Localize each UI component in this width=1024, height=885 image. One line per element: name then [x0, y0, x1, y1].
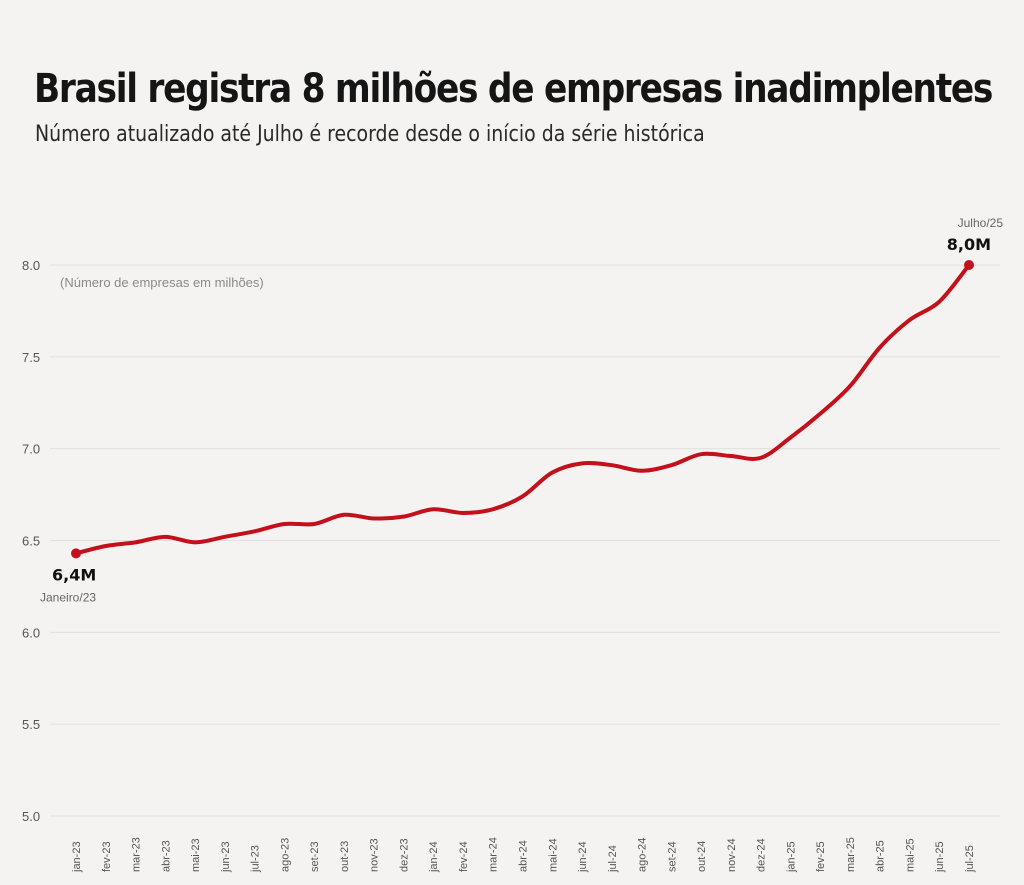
x-tick-label: jun-25: [934, 841, 946, 873]
x-tick-label: mar-24: [488, 837, 500, 872]
annotation-value: 8,0M: [947, 235, 991, 254]
x-tick-label: mai-25: [904, 838, 916, 872]
series-layer: [74, 263, 971, 556]
x-tick-label: out-23: [339, 841, 351, 872]
x-tick-label: abr-25: [875, 840, 887, 872]
x-tick-label: nov-23: [369, 838, 381, 872]
annotation-value: 6,4M: [52, 565, 96, 584]
x-tick-label: abr-23: [160, 840, 172, 872]
x-tick-label: abr-24: [518, 840, 530, 872]
chart-subtitle: Número atualizado até Julho é recorde de…: [35, 122, 705, 147]
y-tick-label: 6.5: [22, 534, 40, 549]
unit-label: (Número de empresas em milhões): [60, 275, 264, 290]
x-tick-label: mai-24: [547, 838, 559, 872]
data-point-marker: [964, 260, 974, 270]
x-tick-label: nov-24: [726, 838, 738, 872]
x-tick-label: jul-23: [250, 845, 262, 873]
series-line: [74, 263, 971, 556]
y-axis-ticks: 5.0 5.5 6.0 6.5 7.0 7.5 8.0: [22, 258, 40, 824]
x-tick-label: dez-23: [398, 838, 410, 872]
y-tick-label: 7.0: [22, 442, 40, 457]
x-tick-label: fev-24: [458, 841, 470, 872]
y-tick-label: 8.0: [22, 258, 40, 273]
x-tick-label: jan-25: [785, 841, 797, 873]
x-tick-label: ago-24: [637, 838, 649, 872]
x-tick-label: dez-24: [756, 838, 768, 872]
y-tick-label: 5.0: [22, 809, 40, 824]
y-tick-label: 7.5: [22, 350, 40, 365]
x-tick-label: mai-23: [190, 838, 202, 872]
x-axis-ticks: jan-23 fev-23 mar-23 abr-23 mai-23 jun-23 jul-…: [71, 837, 976, 873]
x-tick-label: ago-23: [279, 838, 291, 872]
x-tick-label: out-24: [696, 841, 708, 872]
x-tick-label: jun-23: [220, 841, 232, 873]
data-point-marker: [71, 548, 81, 559]
chart-title: Brasil registra 8 milhões de empresas in…: [34, 66, 993, 112]
x-tick-label: jul-24: [607, 845, 619, 873]
annotation-date: Janeiro/23: [40, 590, 96, 604]
x-tick-label: jan-23: [71, 841, 83, 873]
x-tick-label: jun-24: [577, 841, 589, 873]
y-tick-label: 6.0: [22, 625, 40, 640]
x-tick-label: jan-24: [428, 841, 440, 873]
y-tick-label: 5.5: [22, 717, 40, 732]
x-tick-label: set-23: [309, 841, 321, 872]
x-tick-label: set-24: [666, 841, 678, 872]
x-tick-label: fev-23: [101, 841, 113, 872]
x-tick-label: jul-25: [964, 845, 976, 873]
x-tick-label: mar-25: [845, 837, 857, 872]
grid-lines: [50, 264, 1000, 817]
x-tick-label: fev-25: [815, 841, 827, 872]
annotation-date: Julho/25: [958, 216, 1004, 230]
x-tick-label: mar-23: [131, 837, 143, 872]
annotations: 6,4M Janeiro/23 8,0M Julho/25: [40, 216, 1003, 604]
